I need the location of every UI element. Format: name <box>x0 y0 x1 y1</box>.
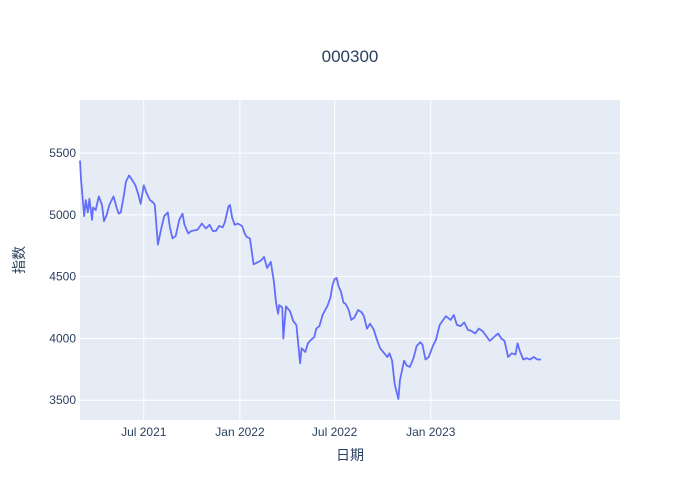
y-tick-label: 5500 <box>49 146 76 160</box>
chart-title: 000300 <box>322 47 379 66</box>
x-tick-label: Jan 2023 <box>406 425 456 439</box>
x-tick-labels: Jul 2021 Jan 2022 Jul 2022 Jan 2023 <box>121 425 456 439</box>
series-line <box>79 160 542 400</box>
x-tick-label: Jan 2022 <box>215 425 265 439</box>
y-axis-title: 指数 <box>11 246 27 274</box>
y-tick-label: 3500 <box>49 393 76 407</box>
x-tick-label: Jul 2022 <box>312 425 358 439</box>
y-gridlines <box>80 152 620 401</box>
y-tick-label: 5000 <box>49 208 76 222</box>
y-tick-label: 4500 <box>49 270 76 284</box>
y-tick-labels: 3500 4000 4500 5000 5500 <box>49 146 76 407</box>
plot-background <box>80 100 620 420</box>
x-axis-title: 日期 <box>336 447 364 463</box>
x-tick-label: Jul 2021 <box>121 425 167 439</box>
y-tick-label: 4000 <box>49 331 76 345</box>
